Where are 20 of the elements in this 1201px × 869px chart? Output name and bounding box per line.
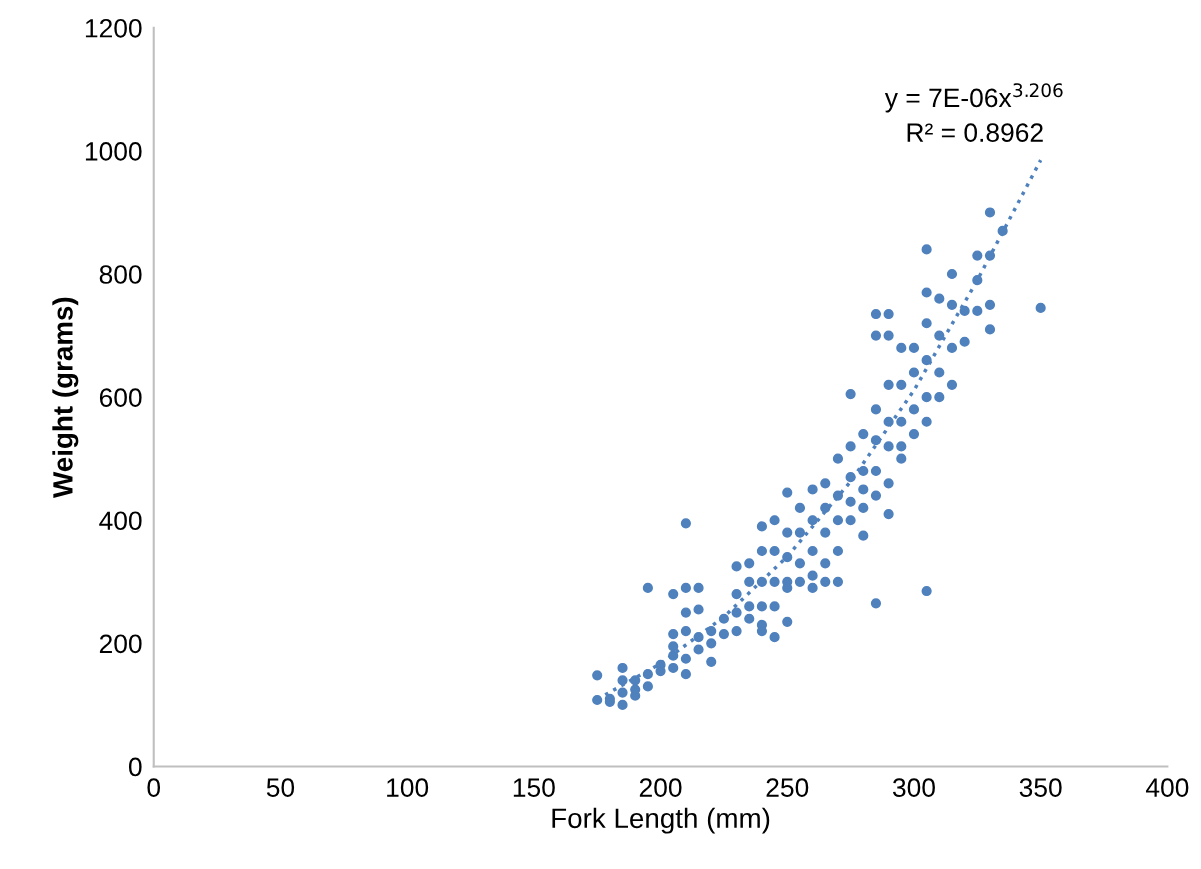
x-tick-label: 150 bbox=[513, 778, 555, 797]
y-tick-label: 200 bbox=[99, 634, 142, 654]
y-tick-label: 0 bbox=[128, 757, 142, 777]
y-tick-label: 800 bbox=[99, 265, 142, 284]
x-tick-label: 400 bbox=[1145, 778, 1189, 797]
y-axis-title: Weight (grams) bbox=[52, 297, 79, 498]
x-tick-label: 0 bbox=[147, 778, 161, 797]
x-tick-label: 50 bbox=[266, 778, 295, 797]
x-tick-label: 100 bbox=[387, 778, 429, 797]
y-tick-label: 1000 bbox=[85, 142, 142, 161]
x-tick-label: 350 bbox=[1019, 778, 1062, 797]
y-tick-label: 600 bbox=[99, 388, 142, 407]
x-tick-label: 300 bbox=[892, 778, 935, 797]
annotation: y = 7E-06x$^{3.206}$ bbox=[884, 83, 1063, 113]
x-tick-label: 200 bbox=[639, 778, 682, 797]
y-tick-label: 1200 bbox=[85, 18, 142, 38]
annotation: R² = 0.8962 bbox=[907, 123, 1043, 142]
x-tick-label: 250 bbox=[766, 778, 809, 797]
x-axis-title: Fork Length (mm) bbox=[552, 807, 770, 834]
y-tick-label: 400 bbox=[99, 511, 142, 531]
